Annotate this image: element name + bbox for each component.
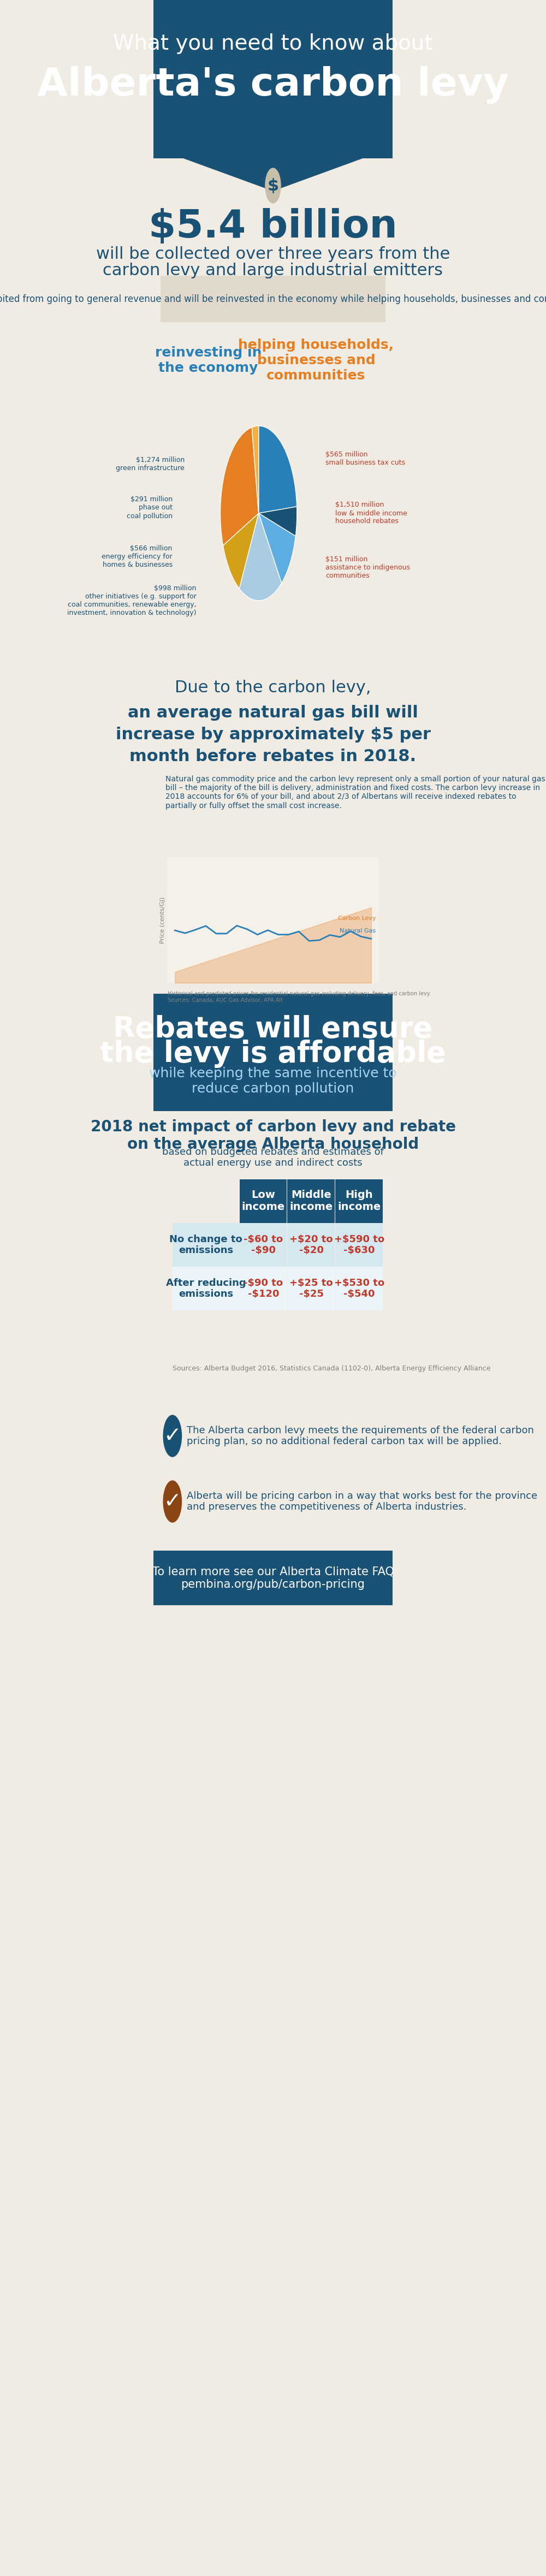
Text: Natural gas commodity price and the carbon levy represent only a small portion o: Natural gas commodity price and the carb… <box>165 775 545 809</box>
Bar <box>153 1399 393 1551</box>
Bar <box>161 276 385 322</box>
Bar <box>153 0 393 157</box>
Text: increase by approximately $5 per: increase by approximately $5 per <box>116 726 430 742</box>
Text: Alberta's carbon levy: Alberta's carbon levy <box>37 67 509 103</box>
Bar <box>240 1267 287 1311</box>
Text: $1,274 million
green infrastructure: $1,274 million green infrastructure <box>116 456 185 471</box>
Text: +$590 to
-$630: +$590 to -$630 <box>334 1234 384 1255</box>
Wedge shape <box>259 513 295 582</box>
Text: No change to
emissions: No change to emissions <box>169 1234 242 1255</box>
Text: Alberta will be pricing carbon in a way that works best for the province and pre: Alberta will be pricing carbon in a way … <box>187 1492 537 1512</box>
Wedge shape <box>259 425 297 513</box>
Circle shape <box>163 1414 181 1455</box>
Text: What you need to know about: What you need to know about <box>113 33 433 54</box>
Text: $565 million
small business tax cuts: $565 million small business tax cuts <box>325 451 405 466</box>
Wedge shape <box>239 513 282 600</box>
Wedge shape <box>223 513 259 590</box>
Text: Rebates will ensure: Rebates will ensure <box>113 1015 433 1043</box>
Text: +$530 to
-$540: +$530 to -$540 <box>334 1278 384 1298</box>
Wedge shape <box>221 428 259 546</box>
Text: $1,510 million
low & middle income
household rebates: $1,510 million low & middle income house… <box>335 502 407 526</box>
Text: Carbon Levy: Carbon Levy <box>338 914 376 922</box>
Text: while keeping the same incentive to
reduce carbon pollution: while keeping the same incentive to redu… <box>149 1066 397 1095</box>
Text: Due to the carbon levy,: Due to the carbon levy, <box>175 680 371 696</box>
Circle shape <box>265 167 281 204</box>
Text: $5.4 billion: $5.4 billion <box>149 209 397 245</box>
Bar <box>287 1267 335 1311</box>
Text: ✓: ✓ <box>164 1425 181 1445</box>
Bar <box>240 1224 287 1267</box>
Text: $566 million
energy efficiency for
homes & businesses: $566 million energy efficiency for homes… <box>102 546 173 569</box>
Polygon shape <box>153 0 393 191</box>
Bar <box>173 1224 240 1267</box>
Text: Price (cents/GJ): Price (cents/GJ) <box>160 896 165 943</box>
Text: Middle
income: Middle income <box>290 1190 333 1213</box>
Text: based on budgeted rebates and estimates of
actual energy use and indirect costs: based on budgeted rebates and estimates … <box>162 1146 384 1167</box>
Bar <box>153 994 393 1110</box>
Bar <box>335 1180 383 1224</box>
Text: Historical and predicted prices for residential natural gas including delivery, : Historical and predicted prices for resi… <box>168 992 431 1002</box>
Text: carbon levy and large industrial emitters: carbon levy and large industrial emitter… <box>103 263 443 278</box>
Text: High
income: High income <box>337 1190 381 1213</box>
Text: 2018 net impact of carbon levy and rebate
on the average Alberta household: 2018 net impact of carbon levy and rebat… <box>91 1118 455 1151</box>
Text: To learn more see our Alberta Climate FAQ
pembina.org/pub/carbon-pricing: To learn more see our Alberta Climate FA… <box>152 1566 394 1589</box>
Text: Low
income: Low income <box>242 1190 285 1213</box>
Text: +$25 to
-$25: +$25 to -$25 <box>289 1278 333 1298</box>
Bar <box>153 1121 393 1391</box>
Text: After reducing
emissions: After reducing emissions <box>166 1278 246 1298</box>
Bar <box>153 1551 393 1605</box>
Wedge shape <box>252 425 259 513</box>
Bar <box>287 1224 335 1267</box>
Circle shape <box>163 1481 181 1522</box>
Text: ✓: ✓ <box>164 1492 181 1512</box>
Bar <box>287 1180 335 1224</box>
Bar <box>153 667 393 994</box>
Text: +$20 to
-$20: +$20 to -$20 <box>289 1234 333 1255</box>
Text: $998 million
other initiatives (e.g. support for
coal communities, renewable ene: $998 million other initiatives (e.g. sup… <box>67 585 197 616</box>
Text: the levy is affordable: the levy is affordable <box>100 1041 446 1069</box>
Bar <box>240 1180 287 1224</box>
Bar <box>173 1267 240 1311</box>
Text: helping households,
businesses and
communities: helping households, businesses and commu… <box>238 337 394 381</box>
Text: -$60 to
-$90: -$60 to -$90 <box>244 1234 283 1255</box>
Text: will be collected over three years from the: will be collected over three years from … <box>96 245 450 263</box>
Text: Sources: Alberta Budget 2016, Statistics Canada (1102-0), Alberta Energy Efficie: Sources: Alberta Budget 2016, Statistics… <box>173 1365 490 1373</box>
Text: $151 million
assistance to indigenous
communities: $151 million assistance to indigenous co… <box>325 556 410 580</box>
Text: an average natural gas bill will: an average natural gas bill will <box>128 706 418 721</box>
Text: -$90 to
-$120: -$90 to -$120 <box>244 1278 283 1298</box>
Bar <box>153 147 393 337</box>
Text: $: $ <box>267 178 279 193</box>
Text: $291 million
phase out
coal pollution: $291 million phase out coal pollution <box>127 497 173 520</box>
Text: month before rebates in 2018.: month before rebates in 2018. <box>129 747 417 765</box>
Bar <box>335 1224 383 1267</box>
Text: reinvesting in
the economy: reinvesting in the economy <box>155 345 262 374</box>
Bar <box>153 337 393 667</box>
Bar <box>168 858 378 984</box>
Bar <box>335 1267 383 1311</box>
Text: The Alberta carbon levy meets the requirements of the federal carbon pricing pla: The Alberta carbon levy meets the requir… <box>187 1425 534 1448</box>
Text: The funds are prohibited from going to general revenue and will be reinvested in: The funds are prohibited from going to g… <box>0 294 546 304</box>
Wedge shape <box>259 507 297 536</box>
Text: Natural Gas: Natural Gas <box>340 927 376 933</box>
